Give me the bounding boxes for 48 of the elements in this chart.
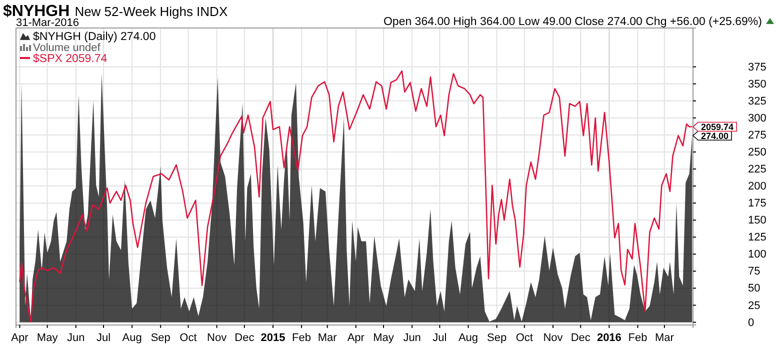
x-tick-label: Oct [516, 332, 534, 344]
y-tick-label: 225 [748, 164, 766, 176]
y-tick-label: 100 [748, 248, 766, 261]
x-tick-label: Feb [628, 332, 648, 344]
text: $NYHGH (Daily) 274.00 [33, 31, 156, 43]
x-tick-label: May [373, 332, 394, 344]
annotation: Volume undef [33, 42, 102, 54]
annotation: 31-Mar-2016 [16, 17, 79, 29]
y-tick-label: 125 [748, 232, 766, 244]
x-tick-label: 2016 [596, 332, 622, 344]
y-tick-label: 150 [748, 214, 766, 227]
y-tick-label: 275 [748, 129, 766, 142]
y-tick-label: 75 [748, 266, 760, 278]
y-tick-label: 250 [748, 146, 766, 158]
x-tick-label: Apr [11, 332, 29, 344]
legend-label: $SPX 2059.74 [33, 53, 108, 65]
x-tick-label: Jun [66, 332, 85, 344]
x-tick-label: Mar [654, 332, 674, 344]
x-tick-label: Sep [487, 332, 507, 344]
x-tick-label: Mar [318, 332, 338, 344]
data-label: 274.00 [701, 130, 729, 141]
y-tick-label: 175 [748, 198, 766, 210]
x-tick-label: Feb [292, 332, 312, 344]
y-tick-label: 25 [748, 300, 760, 312]
x-tick-label: Oct [180, 332, 197, 344]
x-tick-label: 2015 [260, 332, 286, 344]
y-tick-label: 50 [748, 282, 760, 295]
y-tick-label: 325 [748, 95, 766, 108]
x-tick-label: Sep [150, 332, 170, 344]
x-tick-label: Nov [207, 332, 228, 344]
x-tick-label: Aug [458, 332, 478, 344]
x-tick-label: Jul [96, 332, 111, 344]
y-tick-label: 375 [748, 61, 766, 74]
y-tick-label: 300 [748, 112, 766, 124]
chart-subtitle: New 52-Week Highs INDX [74, 4, 228, 19]
y-tick-label: 0 [748, 316, 754, 329]
x-tick-label: Dec [570, 332, 591, 344]
x-tick-label: Aug [122, 332, 142, 344]
x-tick-label: Jul [432, 332, 447, 344]
annotation: Open 364.00 High 364.00 Low 49.00 Close 274.00 Chg +56.00 (+25.69%) [383, 16, 762, 28]
x-tick-label: May [36, 332, 58, 344]
x-tick-label: Nov [543, 332, 564, 344]
x-tick-label: Jun [403, 332, 421, 344]
y-tick-label: 200 [748, 180, 766, 193]
annotation: 2059.74 [701, 122, 734, 132]
x-tick-label: Apr [347, 332, 365, 344]
x-tick-label: Dec [234, 332, 255, 344]
y-tick-label: 350 [748, 78, 766, 90]
